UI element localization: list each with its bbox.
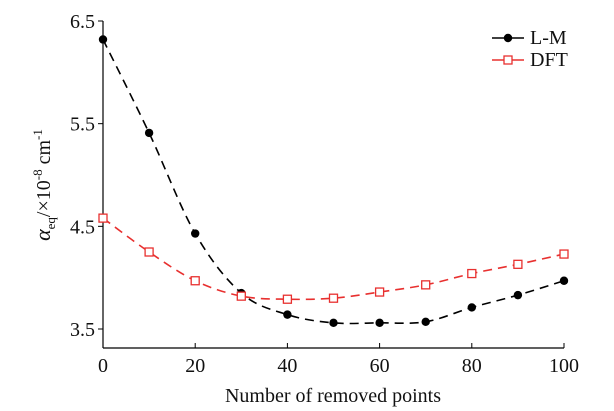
y-tick-label: 3.5: [70, 319, 95, 341]
data-point: [559, 276, 569, 285]
data-point: [467, 303, 476, 312]
data-point: [236, 291, 246, 301]
legend-label: DFT: [530, 49, 568, 71]
legend-item-dft: DFT: [492, 49, 568, 71]
data-point: [98, 35, 108, 44]
data-point: [328, 293, 339, 303]
y-tick-label: 4.5: [70, 216, 95, 238]
data-point: [513, 259, 523, 269]
data-point: [421, 280, 431, 290]
data-point: [283, 310, 292, 319]
legend-item-l-m: L-M: [492, 27, 567, 49]
data-point: [467, 268, 477, 279]
legend-label: L-M: [530, 27, 567, 49]
series-l-m: [98, 35, 569, 328]
legend-marker: [503, 55, 513, 65]
x-tick-label: 40: [277, 355, 297, 377]
series-line: [102, 39, 565, 325]
data-point: [513, 290, 523, 300]
y-tick-label: 6.5: [70, 11, 95, 33]
y-axis-label: αeq/×10-8 cm-1: [30, 129, 58, 241]
data-point: [329, 318, 338, 328]
data-point: [98, 213, 108, 223]
x-tick-label: 100: [549, 355, 579, 377]
x-tick-label: 20: [185, 355, 205, 377]
data-point: [375, 318, 384, 328]
data-point: [191, 229, 200, 238]
y-tick-label: 5.5: [70, 114, 95, 136]
legend-marker: [503, 33, 513, 43]
x-axis-label: Number of removed points: [225, 385, 441, 407]
data-point: [421, 317, 430, 327]
data-point: [144, 128, 154, 138]
data-point: [282, 294, 293, 304]
x-tick-label: 60: [370, 355, 390, 377]
data-point: [374, 287, 385, 297]
data-point: [190, 276, 200, 286]
x-tick-label: 0: [98, 355, 108, 377]
series-line: [102, 217, 565, 301]
data-point: [144, 247, 154, 257]
series-dft: [98, 213, 569, 304]
data-point: [559, 249, 569, 259]
x-tick-label: 80: [462, 355, 482, 377]
